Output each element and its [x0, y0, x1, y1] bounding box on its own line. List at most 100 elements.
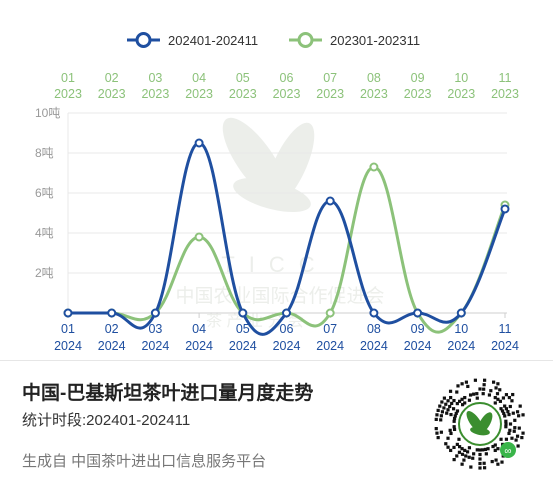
legend-label-2024: 202401-202411 [168, 33, 258, 48]
qr-dot [452, 427, 457, 432]
wechat-badge-glyph: ∞ [504, 446, 511, 457]
data-point[interactable] [238, 308, 248, 318]
qr-dot [466, 384, 470, 389]
qr-dot [453, 414, 457, 418]
data-point[interactable] [369, 162, 379, 172]
data-point[interactable] [325, 196, 335, 206]
qr-dot [502, 411, 506, 416]
qr-dot [472, 452, 476, 456]
data-point[interactable] [369, 308, 379, 318]
data-point[interactable] [325, 308, 335, 318]
qr-dot [456, 384, 460, 388]
qr-dot [457, 437, 461, 441]
data-point[interactable] [107, 308, 117, 318]
x-top-year-label: 2023 [316, 87, 344, 101]
x-bottom-year-label: 2024 [316, 339, 344, 353]
qr-dot [514, 438, 518, 442]
qr-dot [503, 414, 507, 418]
x-bottom-year-label: 2024 [229, 339, 257, 353]
x-top-month-label: 03 [148, 71, 162, 85]
qr-dot [499, 407, 503, 411]
qr-dot [436, 435, 440, 440]
qr-dot [467, 455, 471, 459]
qr-dot [517, 414, 521, 418]
x-top-year-label: 2023 [54, 87, 82, 101]
qr-dot [451, 407, 456, 411]
qr-dot [463, 448, 467, 453]
y-tick-label: 6吨 [35, 186, 54, 200]
qr-dot [504, 425, 508, 429]
y-tick-label: 10吨 [35, 106, 60, 120]
qr-dot [463, 401, 467, 405]
x-bottom-year-label: 2024 [98, 339, 126, 353]
qr-dot [472, 392, 476, 396]
qr-dot [499, 437, 503, 441]
qr-dot [455, 409, 460, 413]
qr-dot [464, 454, 468, 458]
chart-title: 中国-巴基斯坦茶叶进口量月度走势 [22, 383, 314, 404]
qr-dot [444, 442, 448, 446]
x-bottom-month-label: 11 [499, 322, 512, 336]
qr-dot [465, 450, 470, 454]
x-bottom-month-label: 07 [323, 322, 337, 336]
qr-dot [507, 412, 511, 417]
qr-dot [455, 401, 459, 406]
x-top-year-label: 2023 [229, 87, 257, 101]
qr-dot [520, 435, 524, 440]
qr-dot [512, 429, 516, 433]
qr-dot [438, 404, 442, 408]
legend-item-2023[interactable]: 202301-202311 [289, 32, 420, 48]
qr-dot [457, 399, 462, 403]
x-top-month-label: 11 [499, 71, 512, 85]
data-point[interactable] [194, 232, 204, 242]
wechat-badge-icon [500, 442, 516, 458]
qr-dot [455, 442, 459, 447]
x-top-month-label: 10 [454, 71, 468, 85]
data-point[interactable] [194, 138, 204, 148]
qr-dot [501, 396, 506, 400]
x-bottom-month-label: 09 [411, 322, 425, 336]
x-top-year-label: 2023 [404, 87, 432, 101]
qr-dot [496, 382, 500, 386]
qr-dot [482, 461, 486, 465]
qr-dot [478, 452, 482, 457]
qr-dot [490, 459, 494, 464]
data-point[interactable] [63, 308, 73, 318]
x-top-month-label: 05 [236, 71, 250, 85]
qr-dot [460, 462, 464, 466]
qr-dot [454, 411, 458, 416]
qr-dot [439, 418, 443, 422]
data-point[interactable] [500, 204, 510, 214]
x-top-month-label: 01 [61, 71, 75, 85]
qr-dot [493, 443, 497, 447]
qr-dot [504, 419, 508, 423]
data-point[interactable] [150, 308, 160, 318]
source-text: 生成自 中国茶叶进出口信息服务平台 [22, 453, 267, 470]
qr-dot [500, 460, 504, 464]
qr-dot [475, 392, 479, 396]
watermark-leaf-icon [222, 117, 315, 213]
qr-dot [445, 411, 449, 415]
qr-dot [455, 454, 459, 458]
qr-dot [455, 390, 459, 394]
qr-dot [436, 408, 440, 413]
qr-dot [517, 426, 521, 430]
qr-dot [449, 448, 453, 453]
x-top-month-label: 09 [411, 71, 425, 85]
period-label: 统计时段: [22, 412, 87, 429]
qr-dot [478, 466, 482, 470]
data-point[interactable] [282, 308, 291, 318]
data-point[interactable] [413, 308, 423, 318]
qr-dot [435, 413, 439, 417]
qr-dot [504, 422, 508, 426]
qr-code[interactable]: ∞ [432, 376, 528, 472]
x-bottom-year-label: 2024 [141, 339, 169, 353]
qr-dot [478, 457, 482, 461]
legend-item-2024[interactable]: 202401-202411 [127, 32, 258, 48]
qr-dot [448, 428, 452, 432]
qr-dot [500, 409, 505, 413]
data-point[interactable] [456, 308, 466, 318]
footer-divider [0, 360, 553, 361]
qr-dot [513, 418, 517, 422]
qr-dot [493, 401, 497, 405]
